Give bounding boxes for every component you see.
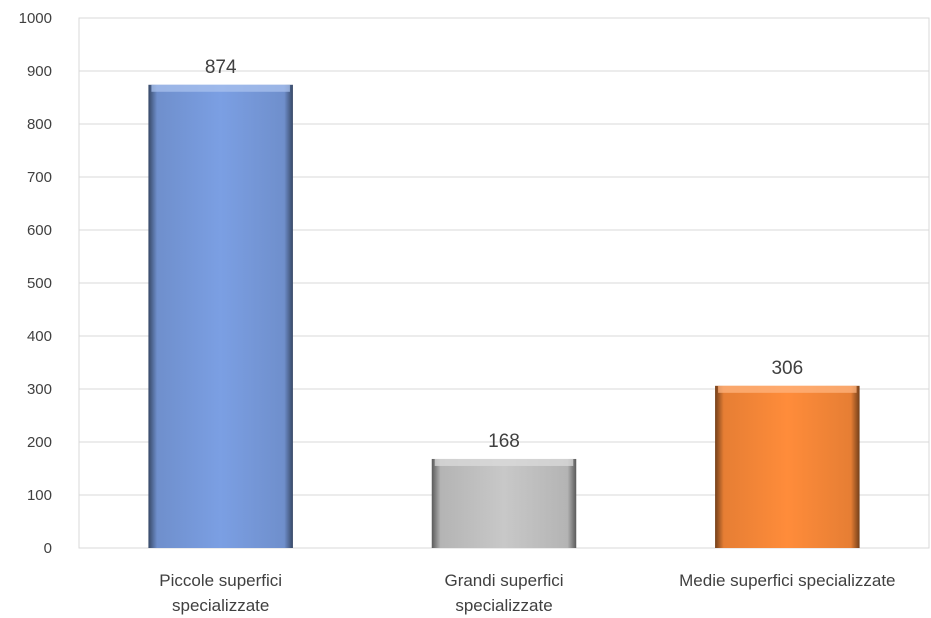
y-tick-label: 500: [27, 275, 52, 292]
data-labels: 874 168 306: [205, 57, 803, 452]
bar-group: [431, 458, 577, 548]
data-label: 168: [488, 431, 520, 452]
y-tick-label: 600: [27, 222, 52, 239]
bar-group: [715, 385, 860, 548]
bar: [148, 84, 293, 548]
y-tick-label: 400: [27, 328, 52, 345]
y-tick-label: 300: [27, 381, 52, 398]
category-label: Piccole superfici specializzate: [159, 571, 282, 615]
bars: [148, 84, 860, 548]
y-tick-label: 100: [27, 487, 52, 504]
y-tick-label: 700: [27, 169, 52, 186]
data-label: 306: [771, 358, 803, 379]
y-tick-label: 900: [27, 63, 52, 80]
y-tick-label: 800: [27, 116, 52, 133]
category-label: Grandi superfici specializzate: [444, 571, 563, 615]
x-axis-categories: Piccole superfici specializzate Grandi sup…: [159, 571, 895, 615]
y-tick-label: 200: [27, 434, 52, 451]
y-tick-label: 1000: [19, 10, 52, 27]
y-axis-ticks: 0 100 200 300 400 500 600 700 800 900 1000: [19, 10, 52, 557]
y-tick-label: 0: [44, 540, 52, 557]
bar: [431, 458, 577, 548]
bar-top-highlight: [718, 385, 857, 393]
data-label: 874: [205, 57, 237, 78]
bar-top-highlight: [151, 84, 290, 92]
bar: [715, 385, 860, 548]
bar-group: [148, 84, 293, 548]
bar-top-highlight: [434, 458, 574, 466]
category-label: Medie superfici specializzate: [679, 571, 895, 590]
